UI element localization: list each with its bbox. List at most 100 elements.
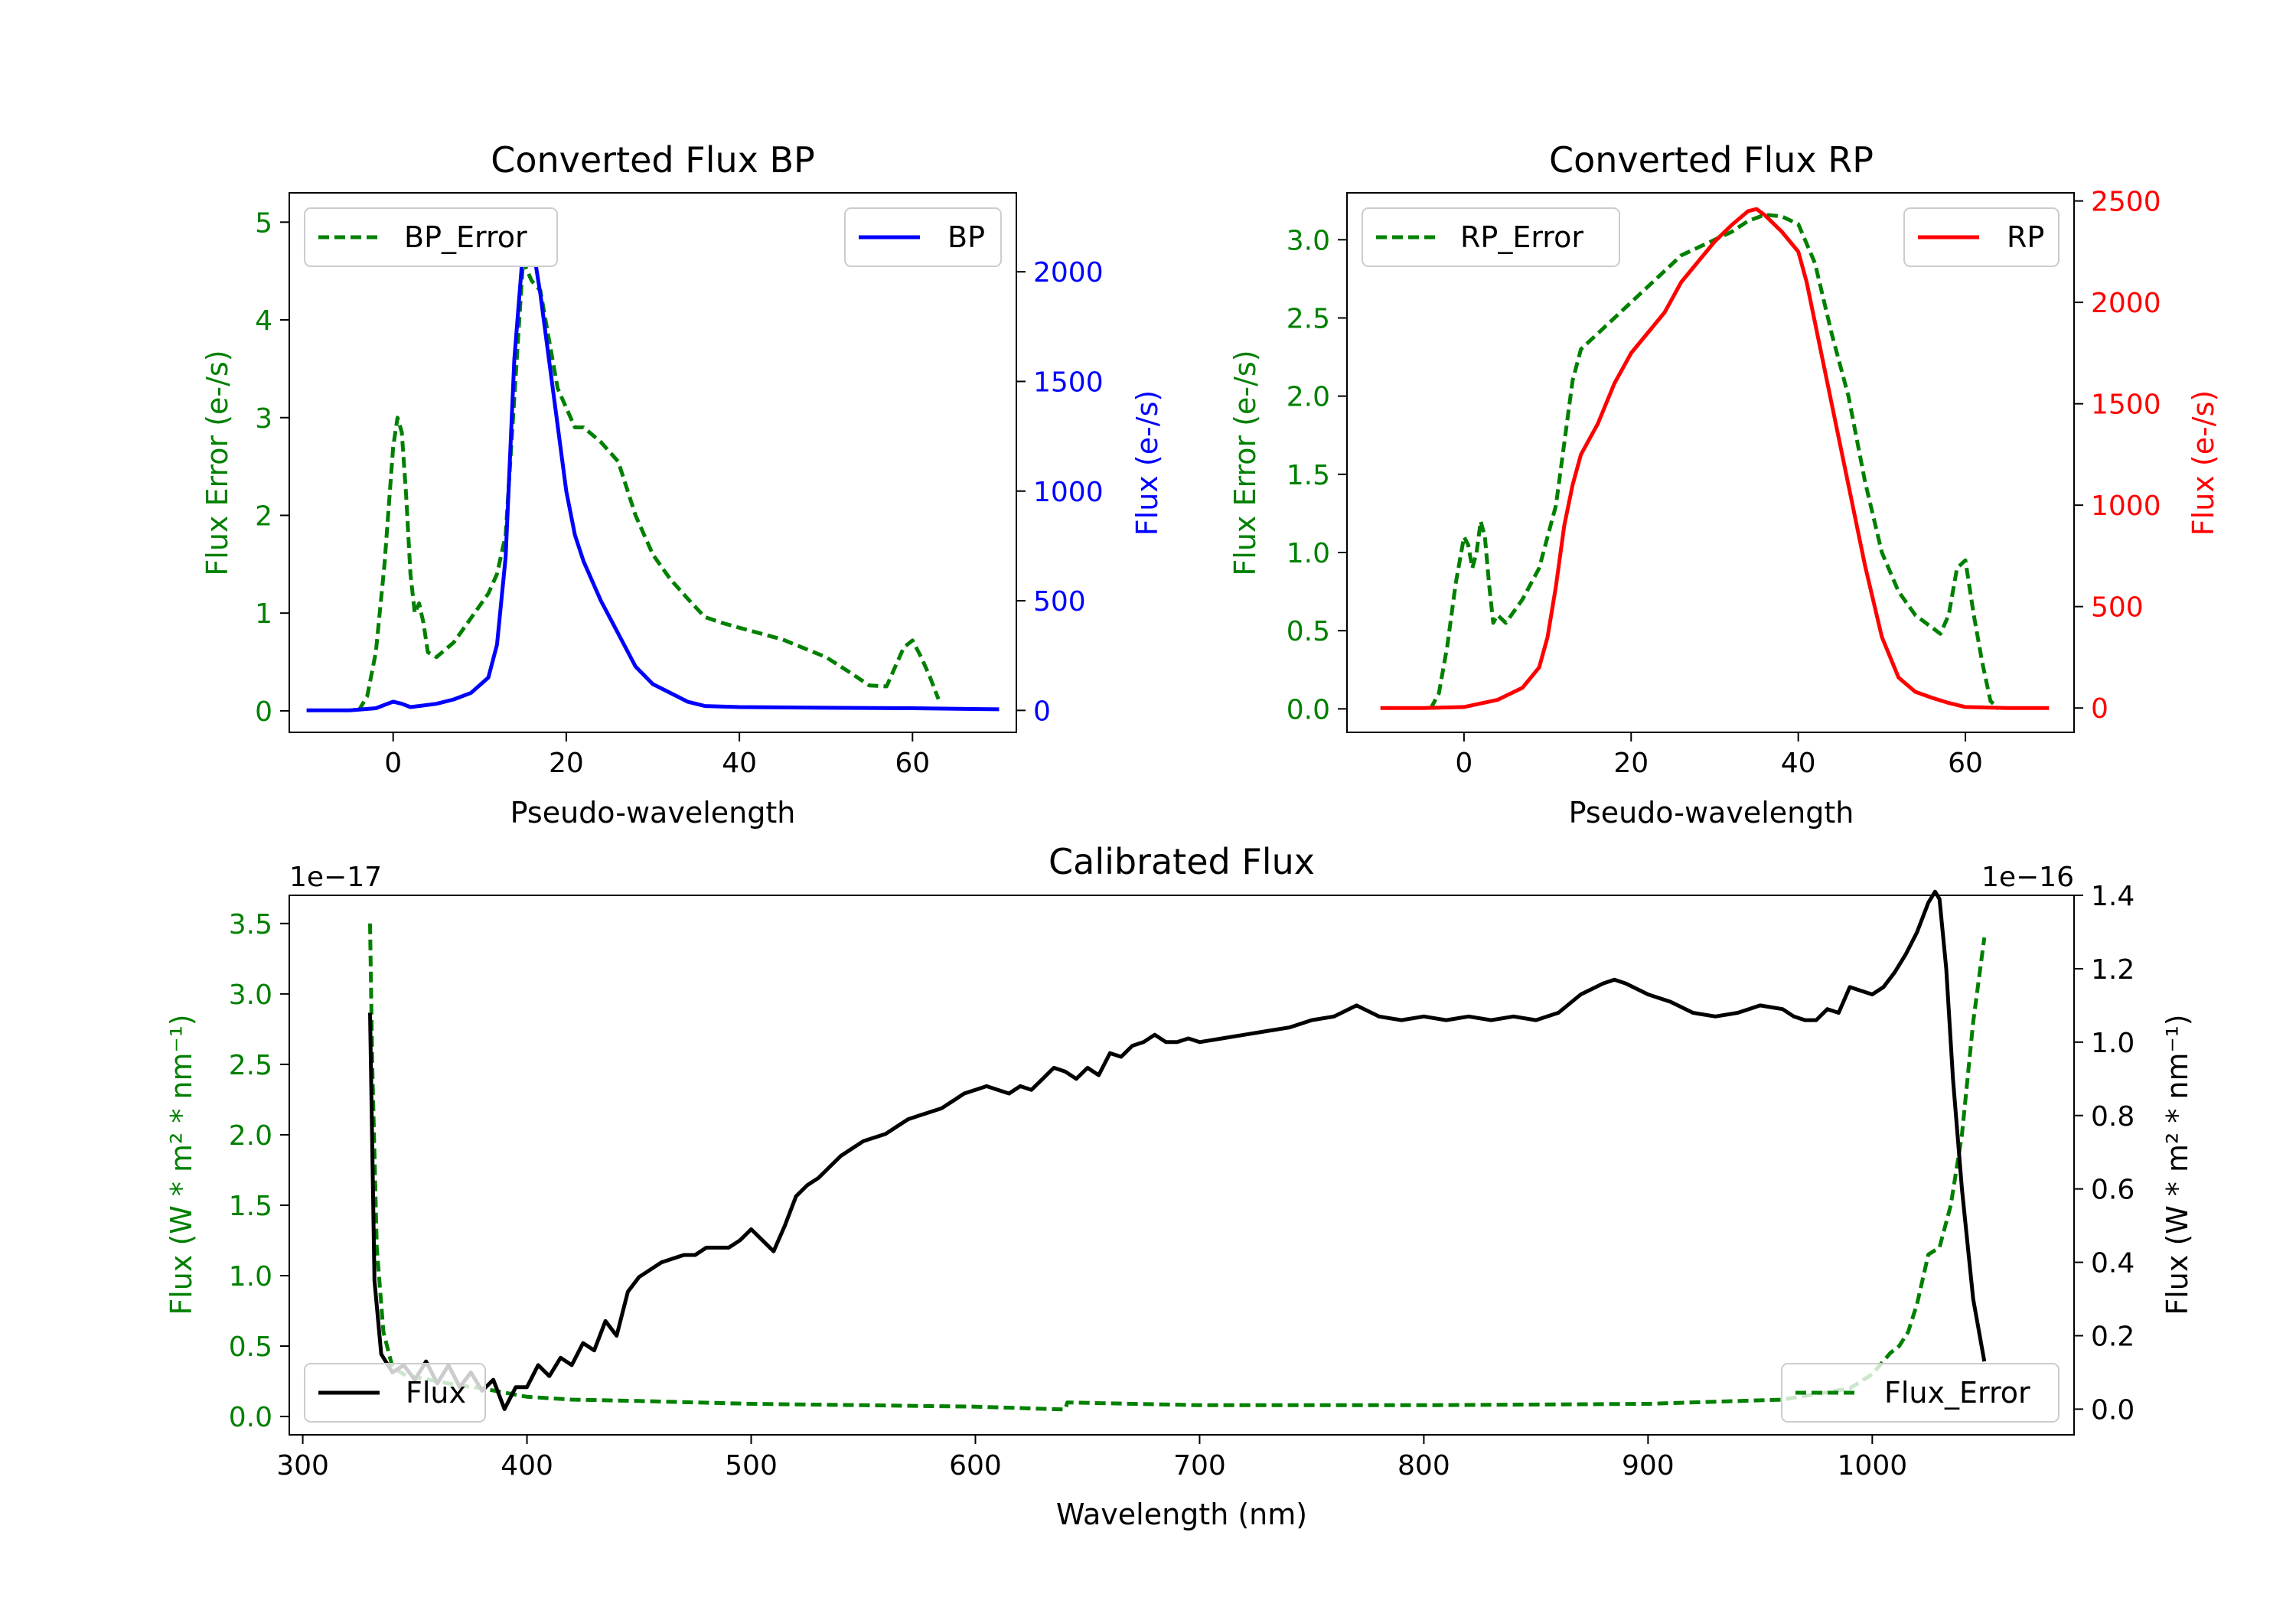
calibrated-series-flux-error — [368, 923, 1987, 1412]
bp-legend-left: BP_Error — [304, 207, 558, 267]
rp-plot-frame — [1346, 192, 2075, 733]
bp-left-axis-label: Flux Error (e-/s) — [201, 350, 234, 575]
bp-curves — [306, 221, 1000, 712]
calibrated-left-offset: 1e−17 — [289, 862, 382, 893]
right-y-tick-label: 0.0 — [2091, 1394, 2135, 1426]
x-tick-label: 600 — [949, 1450, 1002, 1482]
bp-legend-right: BP — [844, 207, 1002, 267]
right-y-tick-label: 1000 — [2091, 491, 2161, 522]
right-y-tick-label: 1.4 — [2091, 881, 2135, 912]
x-tick-label: 500 — [725, 1450, 778, 1482]
bp-x-ticks: 0 20 40 60 — [384, 732, 930, 779]
right-y-tick-label: 0.8 — [2091, 1101, 2135, 1133]
calibrated-left-axis-label: Flux (W * m² * nm⁻¹) — [165, 1014, 198, 1315]
x-tick-label: 20 — [549, 748, 584, 779]
calibrated-left-ticks: 0.0 0.5 1.0 1.5 2.0 2.5 3.0 3.5 — [229, 909, 289, 1433]
calibrated-x-axis-label: Wavelength (nm) — [1056, 1498, 1307, 1531]
rp-legend-right-label: RP — [2007, 220, 2044, 254]
left-y-tick-label: 1 — [255, 598, 272, 630]
rp-legend-left-label: RP_Error — [1460, 220, 1583, 254]
calibrated-curves — [368, 889, 1987, 1412]
rp-left-ticks: 0.0 0.5 1.0 1.5 2.0 2.5 3.0 — [1287, 225, 1347, 725]
x-tick-label: 400 — [501, 1450, 553, 1482]
right-y-tick-label: 1.2 — [2091, 954, 2135, 986]
x-tick-label: 800 — [1397, 1450, 1450, 1482]
left-y-tick-label: 2.0 — [229, 1120, 272, 1152]
rp-title: Converted Flux RP — [1549, 139, 1874, 181]
calibrated-title: Calibrated Flux — [1049, 841, 1315, 882]
rp-series-rp-error — [1428, 213, 2001, 711]
right-y-tick-label: 0 — [1033, 696, 1051, 727]
bp-legend-left-label: BP_Error — [404, 220, 527, 254]
rp-legend-right: RP — [1903, 207, 2060, 267]
right-y-tick-label: 0.6 — [2091, 1175, 2135, 1206]
calibrated-right-axis-label: Flux (W * m² * nm⁻¹) — [2161, 1014, 2194, 1315]
x-tick-label: 60 — [1948, 748, 1983, 779]
left-y-tick-label: 2.5 — [229, 1050, 272, 1081]
calibrated-panel: Calibrated Flux 1e−17 1e−16 300 400 500 600… — [165, 841, 2194, 1531]
calibrated-legend-left-label: Flux — [406, 1376, 466, 1410]
x-tick-label: 0 — [384, 748, 402, 779]
right-y-tick-label: 500 — [1033, 586, 1086, 618]
left-y-tick-label: 5 — [255, 207, 272, 239]
rp-x-ticks: 0 20 40 60 — [1455, 732, 1983, 779]
left-y-tick-label: 2.5 — [1287, 303, 1330, 334]
rp-right-ticks: 0 500 1000 1500 2000 2500 — [2074, 187, 2161, 725]
calibrated-legend-right: Flux_Error — [1781, 1363, 2060, 1423]
rp-left-axis-label: Flux Error (e-/s) — [1228, 350, 1262, 575]
x-tick-label: 700 — [1173, 1450, 1226, 1482]
bp-right-ticks: 0 500 1000 1500 2000 — [1016, 257, 1104, 727]
rp-x-axis-label: Pseudo-wavelength — [1569, 796, 1854, 830]
left-y-tick-label: 0 — [255, 696, 272, 728]
rp-panel: Converted Flux RP 0 20 40 60 0.0 0.5 1.0 1.5 2.… — [1228, 139, 2220, 830]
left-y-tick-label: 4 — [255, 305, 272, 337]
rp-curves — [1380, 207, 2050, 711]
left-y-tick-label: 1.5 — [1287, 460, 1330, 491]
rp-right-axis-label: Flux (e-/s) — [2187, 390, 2220, 536]
left-y-tick-label: 0.5 — [1287, 616, 1330, 647]
calibrated-legend-left: Flux — [304, 1363, 486, 1423]
right-y-tick-label: 0.4 — [2091, 1248, 2135, 1279]
left-y-tick-label: 1.0 — [1287, 538, 1330, 569]
left-y-tick-label: 3.0 — [1287, 225, 1330, 256]
bp-panel: Converted Flux BP 0 20 40 60 0 1 2 3 4 5 0 500 100… — [201, 139, 1164, 830]
calibrated-series-flux — [368, 889, 1987, 1411]
x-tick-label: 900 — [1622, 1450, 1675, 1482]
bp-series-bp — [306, 221, 1000, 712]
right-y-tick-label: 2500 — [2091, 187, 2161, 218]
right-y-tick-label: 0.2 — [2091, 1322, 2135, 1353]
rp-legend-left: RP_Error — [1362, 207, 1620, 267]
x-tick-label: 20 — [1613, 748, 1649, 779]
bp-series-bp-error — [357, 259, 941, 712]
x-tick-label: 300 — [276, 1450, 329, 1482]
left-y-tick-label: 3.0 — [229, 980, 272, 1011]
bp-plot-frame — [289, 192, 1017, 733]
left-y-tick-label: 0.0 — [1287, 694, 1330, 725]
right-y-tick-label: 500 — [2091, 592, 2144, 624]
bp-right-axis-label: Flux (e-/s) — [1130, 390, 1164, 536]
bp-x-axis-label: Pseudo-wavelength — [510, 796, 796, 830]
left-y-tick-label: 1.0 — [229, 1261, 272, 1292]
x-tick-label: 60 — [895, 748, 930, 779]
x-tick-label: 0 — [1455, 748, 1473, 779]
left-y-tick-label: 2.0 — [1287, 382, 1330, 413]
left-y-tick-label: 2 — [255, 500, 272, 532]
left-y-tick-label: 0.5 — [229, 1332, 272, 1363]
x-tick-label: 40 — [722, 748, 757, 779]
calibrated-right-ticks: 0.0 0.2 0.4 0.6 0.8 1.0 1.2 1.4 — [2074, 881, 2135, 1426]
right-y-tick-label: 0 — [2091, 693, 2108, 725]
bp-legend-right-label: BP — [947, 220, 985, 254]
right-y-tick-label: 1500 — [1033, 367, 1104, 398]
bp-left-ticks: 0 1 2 3 4 5 — [255, 207, 289, 728]
bp-title: Converted Flux BP — [491, 139, 815, 181]
right-y-tick-label: 1500 — [2091, 390, 2161, 421]
left-y-tick-label: 3 — [255, 403, 272, 435]
left-y-tick-label: 0.0 — [229, 1402, 272, 1433]
x-tick-label: 40 — [1781, 748, 1816, 779]
left-y-tick-label: 3.5 — [229, 909, 272, 940]
calibrated-x-ticks: 300 400 500 600 700 800 900 1000 — [276, 1435, 1907, 1482]
right-y-tick-label: 2000 — [2091, 288, 2161, 319]
right-y-tick-label: 2000 — [1033, 257, 1104, 288]
x-tick-label: 1000 — [1838, 1450, 1908, 1482]
